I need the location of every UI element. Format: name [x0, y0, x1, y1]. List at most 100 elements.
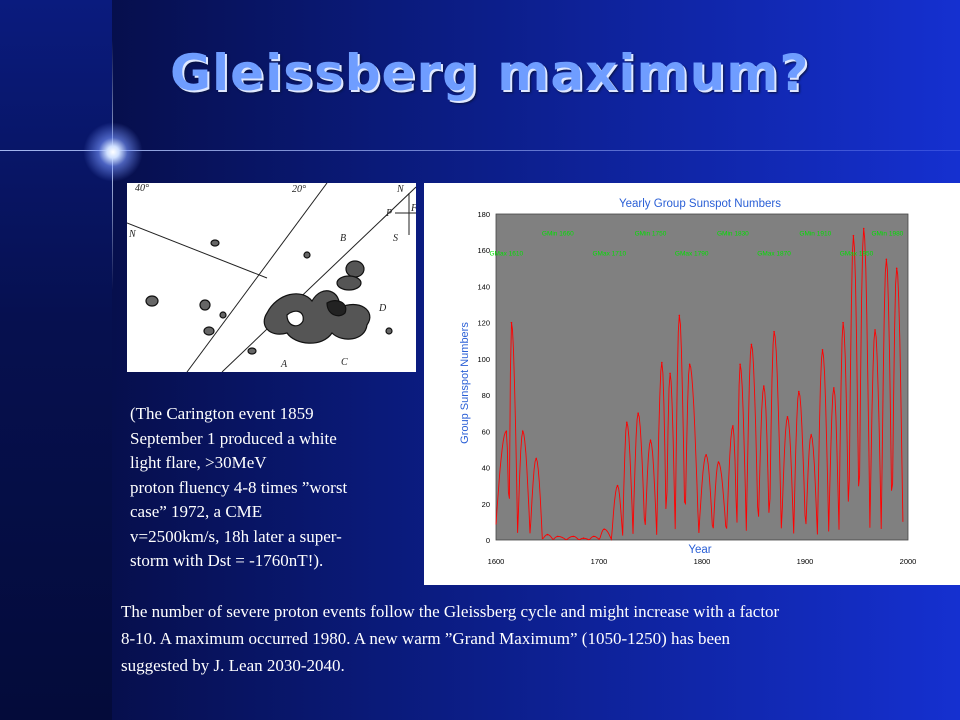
data-point	[739, 363, 741, 366]
data-point	[582, 537, 585, 539]
data-point	[852, 234, 855, 237]
data-point	[862, 227, 865, 230]
sketch-label-b: B	[340, 233, 346, 244]
slide-title: Gleissberg maximum?	[170, 44, 810, 102]
sketch-label-d: D	[378, 303, 387, 314]
annotation-label: GMin 1830	[717, 231, 749, 238]
data-point	[626, 421, 628, 424]
annotation-label: GMax 1790	[675, 251, 709, 258]
data-point	[505, 430, 508, 433]
data-point	[678, 314, 681, 317]
x-tick-label: 1700	[591, 557, 608, 566]
data-point	[510, 321, 513, 324]
data-point	[661, 361, 663, 364]
sketch-label-a: A	[280, 359, 288, 370]
spot-small-6	[303, 251, 311, 259]
x-tick-label: 1600	[488, 557, 505, 566]
data-point	[798, 390, 800, 393]
y-tick-label: 120	[477, 319, 490, 328]
series-line	[495, 228, 904, 541]
y-axis-label: Group Sunspot Numbers	[459, 322, 471, 444]
sketch-label-20: 20°	[292, 184, 306, 195]
plot-area	[495, 213, 909, 541]
caption-line: September 1 produced a white	[130, 428, 337, 448]
sketch-line-2	[186, 183, 328, 372]
spot-small-2	[199, 299, 211, 311]
y-tick-label: 60	[482, 427, 490, 436]
spot-small-8	[385, 327, 393, 335]
data-point	[763, 385, 765, 387]
data-point	[821, 349, 824, 351]
caption-line: case” 1972, a CME	[130, 502, 263, 521]
sunspot-sketch: 40° 20° N P F S N B D A C	[127, 183, 416, 372]
data-point	[535, 457, 537, 460]
sunspot-umbra	[326, 300, 347, 317]
sketch-label-c: C	[341, 357, 348, 368]
spot-small-7	[210, 239, 220, 247]
sunspot-main	[263, 290, 371, 344]
data-point	[546, 533, 549, 536]
horizontal-rule	[0, 150, 960, 151]
spot-small-3	[203, 326, 215, 336]
data-point	[833, 387, 835, 389]
data-point	[705, 454, 707, 456]
y-tick-label: 160	[477, 246, 490, 255]
y-tick-label: 20	[482, 500, 490, 509]
star-flare-icon	[83, 122, 143, 182]
y-tick-label: 180	[477, 210, 490, 219]
sketch-line-1	[127, 222, 268, 279]
spot-small-1	[145, 295, 159, 307]
y-tick-label: 100	[477, 355, 490, 364]
data-point	[717, 461, 720, 463]
data-point	[874, 329, 876, 331]
left-decor-band	[0, 0, 112, 720]
y-tick-label: 0	[486, 536, 490, 545]
sketch-label-40: 40°	[135, 183, 149, 194]
sketch-label-f: F	[410, 203, 416, 214]
data-point	[732, 425, 734, 427]
sketch-label-s: S	[393, 233, 398, 244]
footer-text: The number of severe proton events follo…	[121, 598, 956, 679]
y-tick-label: 140	[477, 282, 490, 291]
data-point	[895, 267, 898, 270]
annotation-label: GMin 1660	[542, 231, 574, 238]
spot-small-5	[247, 347, 257, 355]
sketch-label-n-left: N	[128, 229, 137, 240]
data-point	[810, 434, 812, 436]
sunspot-b	[345, 260, 365, 278]
annotation-label: GMin 1750	[635, 231, 667, 238]
caption-line: storm with Dst = -1760nT!).	[130, 551, 324, 570]
data-point	[557, 535, 559, 538]
annotation-label: GMax 1870	[757, 251, 791, 258]
data-point	[593, 535, 595, 538]
data-point	[572, 535, 575, 538]
data-point	[885, 258, 888, 261]
caption-text: (The Carington event 1859 September 1 pr…	[130, 402, 415, 574]
data-point	[773, 330, 775, 333]
data-point	[649, 439, 652, 442]
chart-title: Yearly Group Sunspot Numbers	[619, 198, 781, 210]
annotation-label: GMax 1610	[489, 251, 523, 258]
caption-line: light flare, >30MeV	[130, 453, 267, 472]
x-tick-label: 1800	[694, 557, 711, 566]
footer-line: suggested by J. Lean 2030-2040.	[121, 656, 345, 675]
data-point	[688, 363, 691, 366]
sketch-line-3	[221, 186, 416, 372]
data-point	[842, 321, 844, 324]
annotation-label: GMax 1950	[840, 251, 874, 258]
x-tick-label: 2000	[900, 557, 917, 566]
y-tick-label: 80	[482, 391, 490, 400]
sunspot-chart: 0 20 40 60 80 100 120 140 160 180 1600 1700 1800 190…	[424, 183, 960, 585]
annotation-label: GMax 1710	[592, 251, 626, 258]
data-point	[750, 343, 753, 346]
data-point	[616, 484, 619, 487]
y-tick-label: 40	[482, 464, 490, 473]
data-point	[637, 412, 639, 415]
x-tick-label: 1900	[797, 557, 814, 566]
sketch-label-p: P	[385, 208, 392, 219]
caption-line: (The Carington event 1859	[130, 404, 314, 423]
spot-small-4	[219, 311, 227, 319]
annotation-label: GMin 1910	[799, 231, 831, 238]
data-point	[603, 528, 605, 530]
caption-line: proton fluency 4-8 times ”worst	[130, 477, 348, 497]
